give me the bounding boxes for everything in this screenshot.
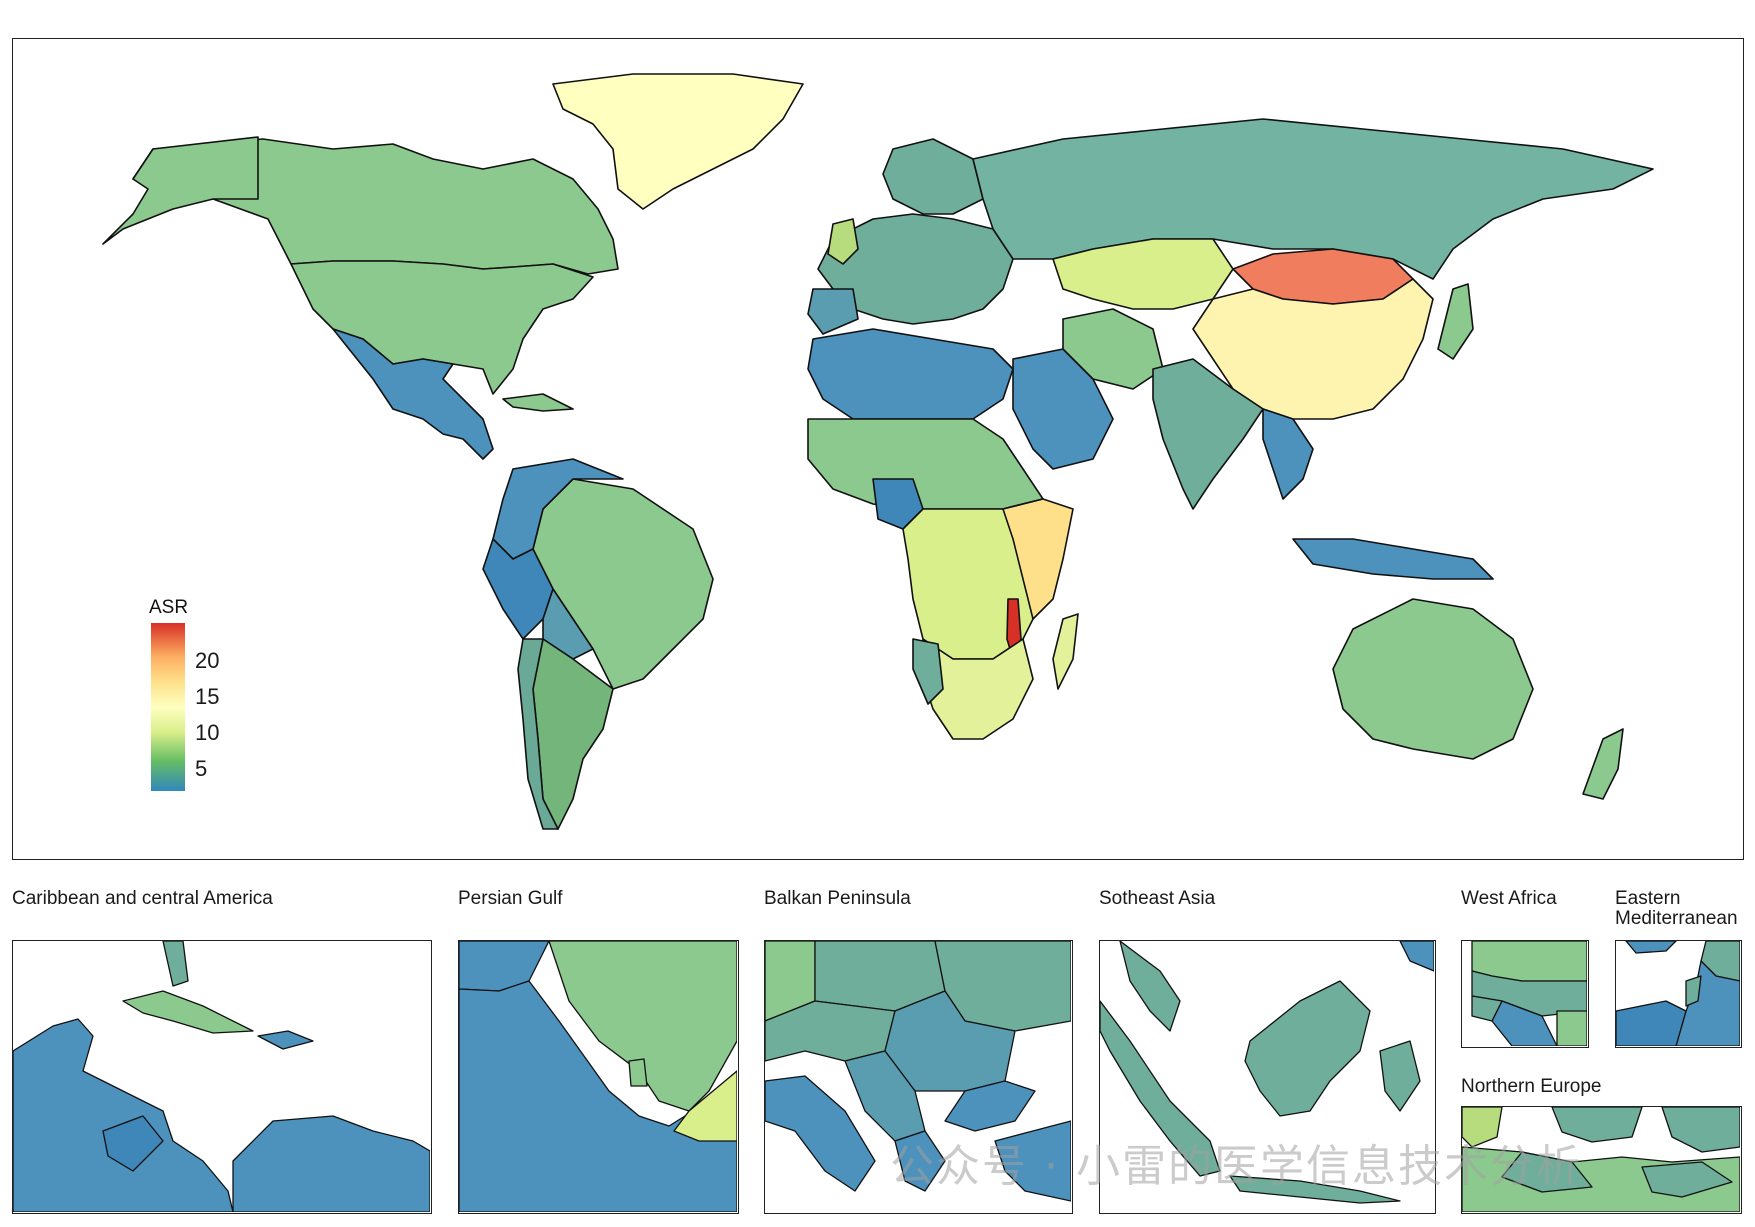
- inset-title-persian-gulf: Persian Gulf: [458, 888, 563, 909]
- alaska[interactable]: [102, 136, 259, 245]
- southeast-asia[interactable]: [1262, 408, 1314, 500]
- indonesia[interactable]: [1292, 538, 1494, 580]
- legend-tick-20: 20: [195, 648, 220, 673]
- world-map[interactable]: ASR: [13, 39, 1742, 858]
- greenland[interactable]: [552, 73, 804, 210]
- legend-tick-5: 5: [195, 756, 208, 781]
- argentina[interactable]: [532, 638, 614, 830]
- iran[interactable]: [1062, 308, 1164, 390]
- legend-title: ASR: [149, 597, 188, 618]
- inset-west-africa[interactable]: [1461, 940, 1589, 1048]
- cuba[interactable]: [502, 393, 574, 412]
- chile[interactable]: [517, 638, 559, 830]
- mexico[interactable]: [332, 328, 494, 460]
- inset-northern-europe[interactable]: [1461, 1106, 1742, 1214]
- legend-colorbar: [151, 623, 185, 791]
- namibia[interactable]: [912, 638, 944, 705]
- india[interactable]: [1152, 358, 1264, 510]
- north-africa[interactable]: [807, 328, 1014, 420]
- inset-persian-gulf[interactable]: [458, 940, 739, 1214]
- russia[interactable]: [972, 118, 1654, 280]
- china[interactable]: [1192, 278, 1434, 420]
- colombia-venezuela[interactable]: [492, 458, 624, 560]
- inset-title-west-africa: West Africa: [1461, 888, 1557, 909]
- japan[interactable]: [1437, 283, 1474, 360]
- legend-tick-10: 10: [195, 720, 220, 745]
- scandinavia[interactable]: [882, 138, 984, 215]
- east-africa[interactable]: [1002, 498, 1074, 620]
- new-zealand[interactable]: [1582, 728, 1624, 800]
- inset-title-se-asia: Sotheast Asia: [1099, 888, 1216, 909]
- inset-se-asia[interactable]: [1099, 940, 1436, 1214]
- world-map-panel: ASR: [12, 38, 1744, 860]
- watermark: 公众号 · 小雷的医学信息技术分析: [890, 1141, 1582, 1192]
- inset-title-east-med: Eastern Mediterranean: [1615, 888, 1738, 929]
- inset-caribbean[interactable]: [12, 940, 432, 1214]
- australia[interactable]: [1332, 598, 1534, 760]
- inset-title-balkan: Balkan Peninsula: [764, 888, 911, 909]
- legend-tick-15: 15: [195, 684, 220, 709]
- sahel[interactable]: [807, 418, 1044, 510]
- inset-title-caribbean: Caribbean and central America: [12, 888, 273, 909]
- inset-title-northern-europe: Northern Europe: [1461, 1076, 1602, 1097]
- iberia[interactable]: [807, 288, 859, 335]
- uk[interactable]: [827, 218, 859, 265]
- madagascar[interactable]: [1052, 613, 1079, 690]
- inset-east-med[interactable]: [1615, 940, 1742, 1048]
- inset-balkan[interactable]: [764, 940, 1073, 1214]
